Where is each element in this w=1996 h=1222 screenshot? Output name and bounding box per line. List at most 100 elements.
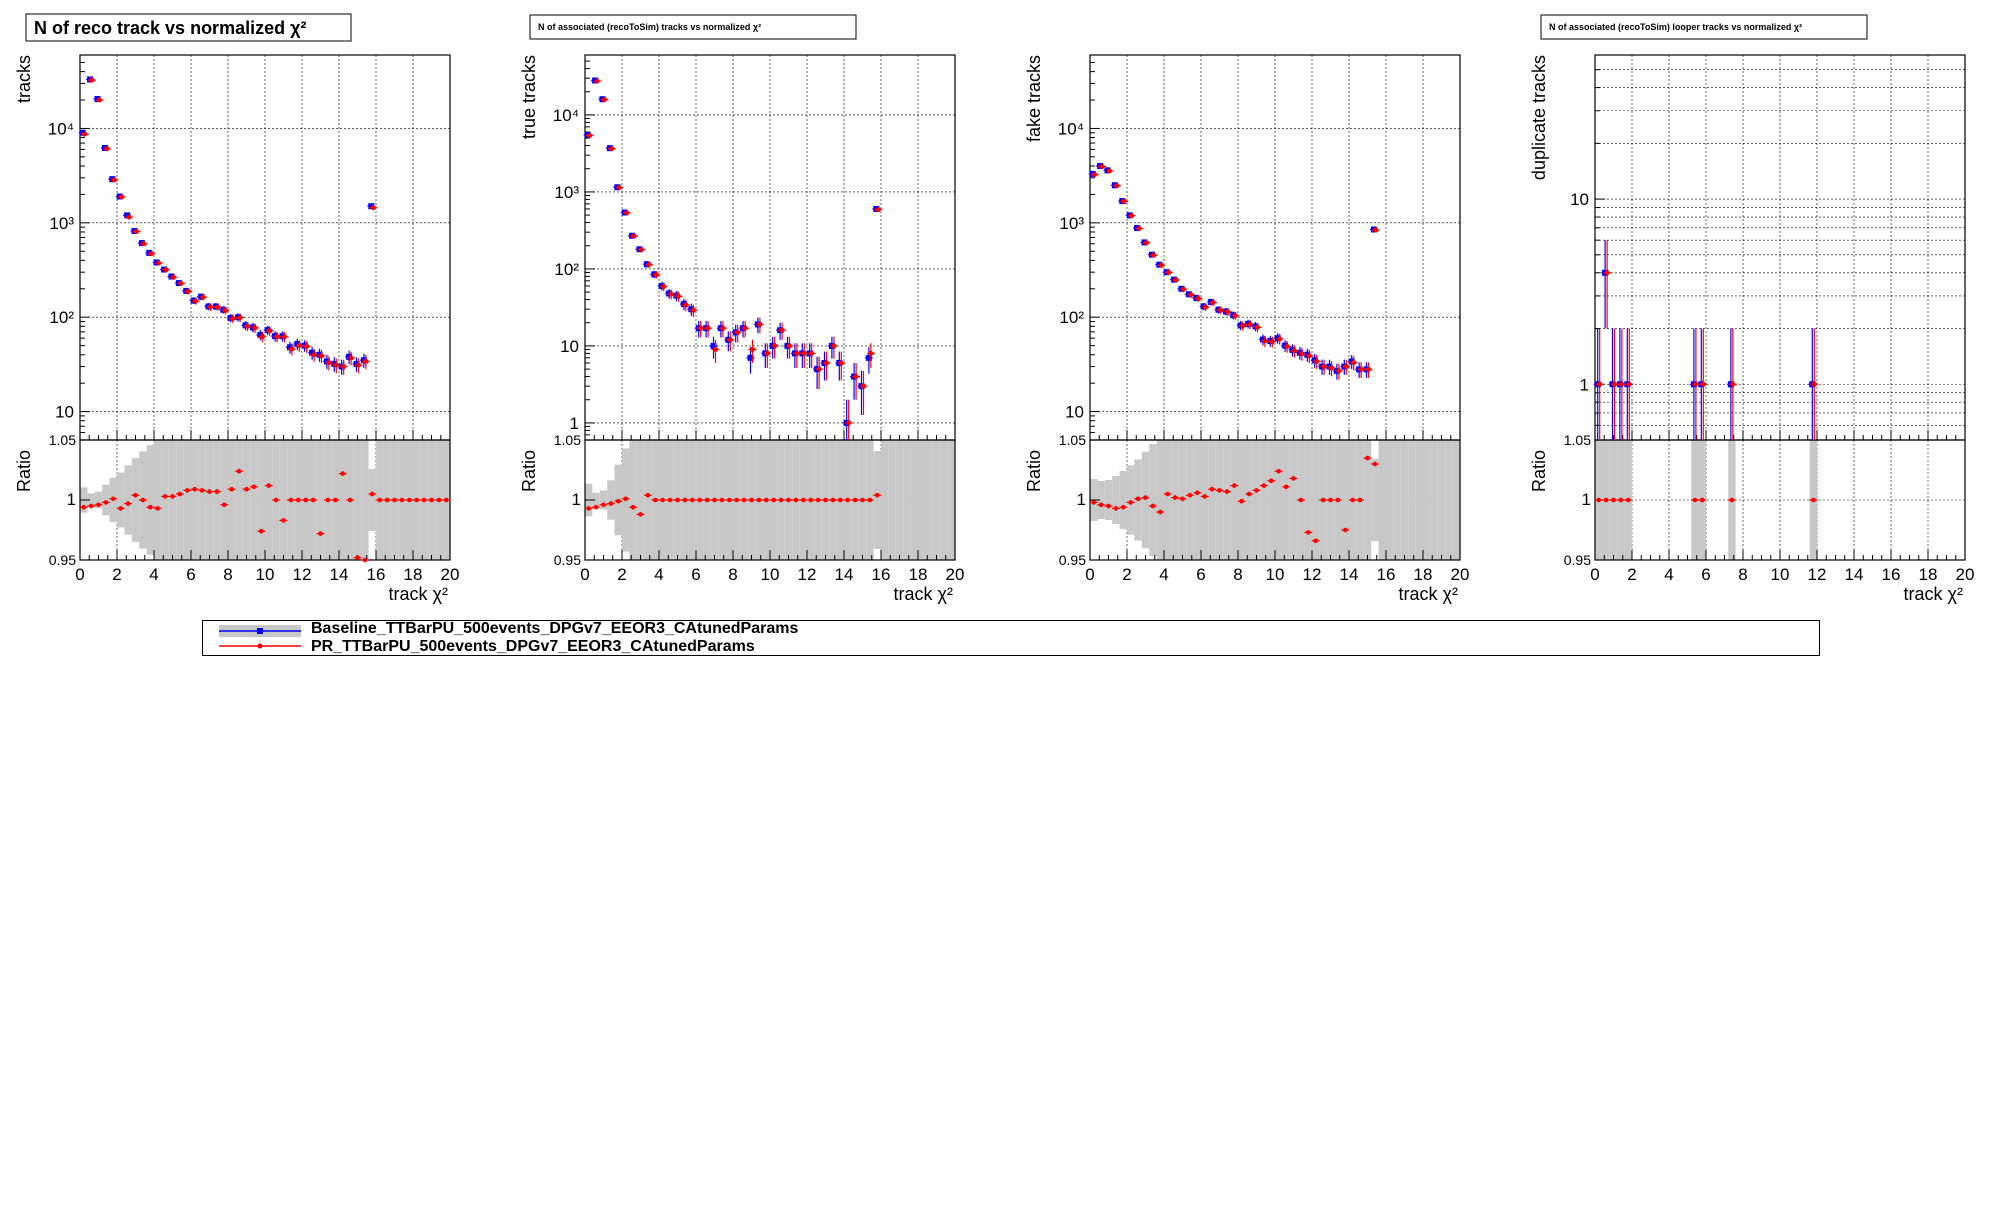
ratio-point bbox=[690, 497, 695, 503]
ratio-uncertainty-band bbox=[1201, 440, 1209, 560]
pr-point bbox=[215, 304, 221, 310]
ratio-tick-label: 1 bbox=[67, 490, 76, 509]
x-tick-label: 6 bbox=[691, 565, 700, 584]
ratio-point bbox=[1313, 538, 1318, 544]
pr-point bbox=[653, 272, 659, 278]
x-tick-label: 16 bbox=[1882, 565, 1901, 584]
pr-point bbox=[705, 325, 711, 331]
ratio-uncertainty-band bbox=[644, 440, 652, 560]
ratio-point bbox=[815, 497, 821, 503]
ratio-uncertainty-band bbox=[1312, 440, 1320, 560]
ratio-point bbox=[318, 531, 323, 536]
ratio-point bbox=[407, 497, 412, 503]
pr-point bbox=[1351, 360, 1357, 366]
ratio-uncertainty-band bbox=[1415, 440, 1423, 560]
ratio-point bbox=[429, 497, 434, 503]
x-tick-label: 10 bbox=[761, 565, 780, 584]
ratio-point bbox=[845, 497, 850, 503]
ratio-uncertainty-band bbox=[154, 440, 162, 560]
ratio-tick-label: 0.95 bbox=[49, 552, 76, 568]
ratio-point bbox=[1113, 506, 1119, 511]
pr-point bbox=[831, 343, 837, 349]
ratio-point bbox=[1232, 483, 1237, 488]
pr-point bbox=[1195, 295, 1201, 301]
ratio-point bbox=[1239, 498, 1244, 504]
ratio-uncertainty-band bbox=[940, 440, 948, 560]
ratio-point bbox=[185, 488, 190, 493]
y-tick-label: 10² bbox=[49, 308, 74, 327]
ratio-point bbox=[1135, 496, 1141, 502]
x-axis-label: track χ² bbox=[1904, 584, 1963, 604]
ratio-point bbox=[370, 491, 375, 497]
ratio-point bbox=[148, 504, 153, 510]
pr-point bbox=[341, 364, 347, 370]
ratio-tick-label: 0.95 bbox=[1059, 552, 1086, 568]
ratio-point bbox=[259, 528, 264, 534]
ratio-point bbox=[1180, 496, 1185, 502]
ratio-uncertainty-band bbox=[1445, 440, 1453, 560]
ratio-point bbox=[586, 506, 591, 511]
x-tick-label: 8 bbox=[728, 565, 737, 584]
ratio-uncertainty-band bbox=[205, 440, 214, 560]
pr-point bbox=[594, 78, 600, 84]
plots-svg: N of reco track vs normalized χ²0 2 4 6 8 10 1… bbox=[14, 13, 1974, 604]
x-tick-label: 2 bbox=[617, 565, 626, 584]
pr-point bbox=[861, 383, 866, 389]
pr-point bbox=[1166, 269, 1172, 275]
ratio-point bbox=[823, 497, 828, 503]
ratio-uncertainty-band bbox=[873, 451, 881, 549]
x-tick-label: 16 bbox=[367, 565, 386, 584]
pr-point bbox=[1336, 368, 1342, 374]
ratio-uncertainty-band bbox=[1430, 440, 1438, 560]
pr-point bbox=[624, 210, 630, 216]
pr-point bbox=[274, 334, 280, 340]
x-tick-label: 2 bbox=[1122, 565, 1131, 584]
chart-title: N of associated (recoToSim) tracks vs no… bbox=[538, 22, 761, 32]
pr-point bbox=[311, 352, 317, 358]
pr-point bbox=[587, 133, 593, 139]
pr-point bbox=[82, 131, 88, 137]
ratio-point bbox=[741, 497, 747, 503]
ratio-point bbox=[222, 502, 227, 508]
pr-point bbox=[868, 350, 874, 356]
pr-point bbox=[1210, 300, 1216, 306]
ratio-uncertainty-band bbox=[636, 440, 645, 560]
ratio-point bbox=[860, 497, 865, 503]
pr-point bbox=[1321, 364, 1327, 370]
pr-point bbox=[363, 358, 369, 364]
chart-title: N of associated (recoToSim) looper track… bbox=[1549, 22, 1802, 32]
y-tick-label: 10² bbox=[554, 260, 579, 279]
x-tick-label: 14 bbox=[330, 565, 349, 584]
ratio-uncertainty-band bbox=[228, 440, 236, 560]
ratio-uncertainty-band bbox=[176, 440, 184, 560]
ratio-uncertainty-band bbox=[102, 484, 110, 516]
pr-point bbox=[1144, 240, 1149, 246]
ratio-uncertainty-band bbox=[1437, 440, 1446, 560]
ratio-point bbox=[697, 497, 702, 503]
ratio-point bbox=[199, 488, 205, 493]
ratio-uncertainty-band bbox=[629, 440, 637, 560]
ratio-point bbox=[1357, 497, 1363, 503]
pr-point bbox=[1626, 381, 1632, 387]
ratio-uncertainty-band bbox=[1127, 465, 1135, 535]
ratio-point bbox=[1611, 497, 1616, 503]
ratio-point bbox=[1291, 476, 1296, 481]
ratio-uncertainty-band bbox=[1378, 440, 1386, 560]
pr-point bbox=[267, 328, 273, 334]
ratio-point bbox=[1091, 500, 1096, 505]
ratio-point bbox=[436, 497, 442, 503]
ratio-point bbox=[1692, 497, 1698, 503]
pr-point bbox=[200, 294, 206, 300]
ratio-uncertainty-band bbox=[910, 440, 918, 560]
y-tick-label: 10 bbox=[560, 337, 579, 356]
ratio-uncertainty-band bbox=[1400, 440, 1409, 560]
ratio-uncertainty-band bbox=[1171, 440, 1179, 560]
chart-title-box bbox=[529, 14, 857, 40]
baseline-point bbox=[309, 349, 316, 356]
pr-point bbox=[838, 360, 844, 366]
pr-point bbox=[326, 360, 332, 366]
pr-point bbox=[1218, 307, 1223, 313]
pr-point bbox=[1277, 336, 1283, 342]
pr-point bbox=[713, 346, 718, 352]
ratio-point bbox=[1298, 497, 1304, 503]
